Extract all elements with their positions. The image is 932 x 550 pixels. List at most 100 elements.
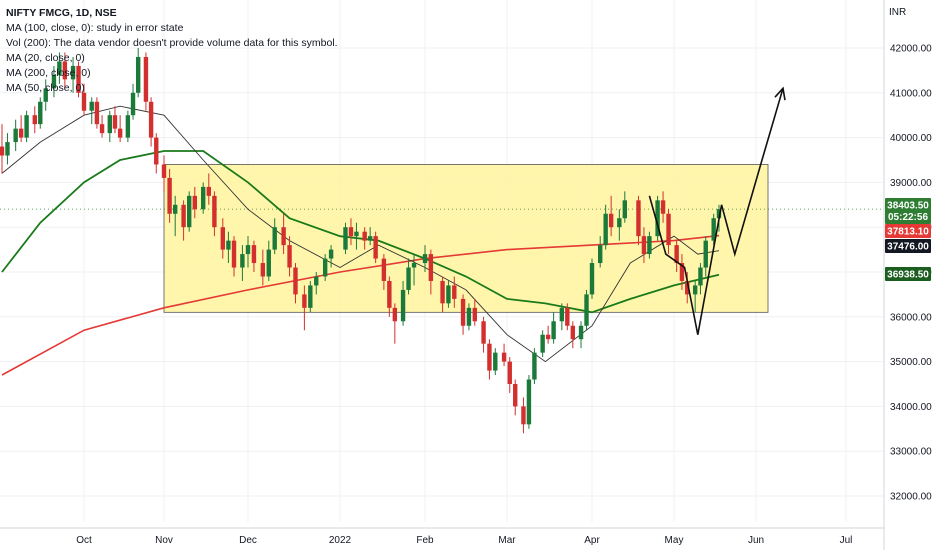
candle [13, 119, 18, 152]
candle [308, 280, 313, 313]
candle [540, 330, 545, 358]
candle-body [13, 128, 18, 143]
price-badge-value: 37476.00 [887, 242, 929, 253]
y-tick-label: 39000.00 [890, 178, 932, 189]
legend-ma20[interactable]: MA (20, close, 0) [6, 52, 85, 64]
candle [578, 321, 584, 349]
candle-body [603, 213, 608, 246]
candle-body [411, 263, 417, 268]
ma50-line [1, 150, 720, 314]
candle [551, 312, 556, 344]
candle [5, 133, 10, 165]
candle-body [655, 200, 660, 237]
candle [302, 285, 307, 331]
legend-ma100[interactable]: MA (100, close, 0): study in error state [6, 22, 184, 34]
candle-body [107, 115, 113, 134]
candle-body [460, 298, 466, 326]
candle [460, 294, 466, 335]
candle-body [57, 61, 62, 75]
x-tick-label: Nov [155, 535, 173, 546]
candle-body [570, 325, 576, 340]
candle [545, 325, 551, 344]
candle [167, 168, 172, 223]
legend-ma50[interactable]: MA (50, close, 0) [6, 82, 85, 94]
candle-body [89, 101, 94, 111]
candle [472, 298, 477, 326]
candle-body [266, 249, 271, 277]
x-tick-label: May [665, 535, 684, 546]
candle-body [328, 249, 334, 259]
candle-body [43, 88, 48, 102]
symbol-title[interactable]: NIFTY FMCG, 1D, NSE [6, 7, 117, 19]
candle [161, 155, 167, 192]
candle-body [192, 195, 197, 210]
x-tick-label: Dec [239, 535, 257, 546]
x-tick-label: Mar [498, 535, 516, 546]
candle [226, 231, 231, 264]
candle [660, 191, 666, 223]
candle-body [130, 92, 136, 116]
candle [107, 110, 113, 143]
candle-body [0, 146, 5, 156]
candle-body [154, 137, 159, 165]
candle [674, 240, 679, 272]
candle [641, 227, 647, 264]
forecast-drawing-layer[interactable] [648, 86, 786, 335]
price-badge-bg [885, 224, 931, 238]
candle [130, 83, 136, 120]
price-badge: 36938.50 [885, 267, 931, 281]
candle [584, 289, 589, 331]
candle [89, 97, 94, 125]
candle [354, 222, 359, 250]
candle [240, 245, 245, 281]
candle [487, 339, 492, 380]
candle-body [260, 263, 266, 277]
candle-body [406, 267, 411, 290]
candle-body [70, 65, 76, 80]
candle-body [551, 321, 556, 340]
candle-body [206, 186, 211, 196]
forecast-arrow-head [774, 86, 786, 101]
candle [565, 303, 570, 331]
candle [314, 272, 319, 295]
candle-body [698, 267, 703, 286]
candle-body [251, 245, 257, 264]
candle-body [287, 245, 292, 268]
candle-body [308, 285, 313, 308]
x-tick-label: 2022 [329, 535, 352, 546]
legend-ma200[interactable]: MA (200, close, 0) [6, 67, 91, 79]
candle-body [641, 236, 647, 255]
candle-body [212, 195, 217, 228]
x-tick-label: Apr [584, 535, 600, 546]
candle-body [452, 285, 457, 299]
y-tick-label: 36000.00 [890, 312, 932, 323]
candle-body [493, 352, 498, 371]
candle-body [322, 258, 328, 277]
candle [192, 186, 197, 219]
forecast-path[interactable] [648, 88, 784, 335]
candle-body [674, 245, 679, 264]
candle [411, 254, 417, 286]
candle [521, 397, 526, 434]
candle [428, 249, 434, 295]
candle-body [272, 227, 277, 250]
candle [38, 97, 43, 129]
y-tick-label: 40000.00 [890, 133, 932, 144]
candle [422, 245, 428, 272]
candle-body [521, 406, 526, 425]
candle-body [526, 379, 532, 425]
price-badge-countdown: 05:22:56 [888, 212, 928, 223]
candle [698, 263, 703, 295]
candle-body [565, 307, 570, 326]
candle [57, 52, 62, 84]
candle-body [446, 285, 451, 304]
candle [201, 182, 206, 214]
y-tick-label: 42000.00 [890, 44, 932, 55]
legend-vol200[interactable]: Vol (200): The data vendor doesn't provi… [6, 37, 338, 49]
candle [679, 254, 685, 290]
price-badge-bg [885, 239, 931, 253]
candle-body [112, 115, 118, 129]
candle [293, 263, 298, 304]
